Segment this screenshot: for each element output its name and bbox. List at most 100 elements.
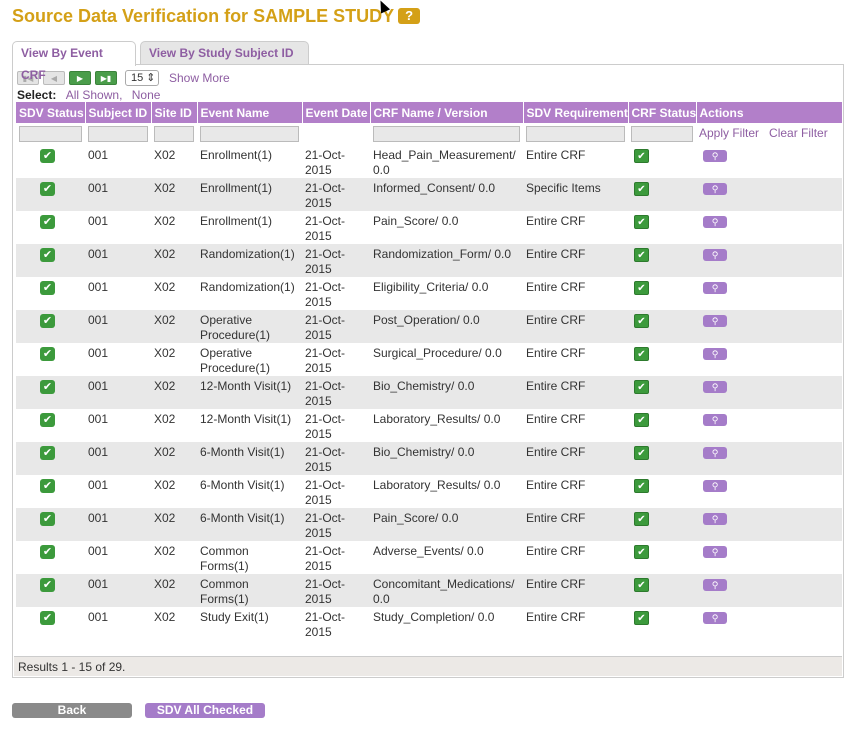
sdv-all-checked-button[interactable]: SDV All Checked — [145, 703, 265, 718]
sdv-verified-checkbox-icon[interactable]: ✔ — [40, 281, 55, 295]
prev-page-icon[interactable]: ◀ — [43, 71, 65, 85]
select-all-shown-link[interactable]: All Shown, — [65, 88, 123, 102]
back-button[interactable]: Back — [12, 703, 132, 718]
sdv-verified-checkbox-icon[interactable]: ✔ — [40, 182, 55, 196]
help-icon[interactable]: ? — [398, 8, 421, 24]
sdv-verified-checkbox-icon[interactable]: ✔ — [40, 479, 55, 493]
table-row: ✔ 001 X02 Common Forms(1) 21-Oct-2015 Adverse… — [16, 541, 842, 574]
filter-cell[interactable] — [151, 123, 197, 145]
filter-sdv-requirement[interactable] — [526, 126, 625, 142]
sdv-verified-checkbox-icon[interactable]: ✔ — [40, 149, 55, 163]
crf-name-cell: Pain_Score/ 0.0 — [370, 508, 523, 541]
col-header[interactable]: CRF Name / Version — [370, 102, 524, 123]
crf-complete-icon: ✔ — [634, 248, 649, 262]
view-magnifier-icon[interactable]: ⚲ — [703, 612, 727, 624]
apply-filter-link[interactable]: Apply Filter — [699, 126, 760, 140]
filter-crf-name[interactable] — [373, 126, 520, 142]
clear-filter-link[interactable]: Clear Filter — [769, 126, 828, 140]
view-magnifier-icon[interactable]: ⚲ — [703, 315, 727, 327]
table-header-row: SDV Status Subject ID Site ID Event Name… — [16, 102, 843, 123]
filter-cell[interactable] — [197, 123, 302, 145]
sdv-requirement-cell: Entire CRF — [523, 277, 628, 310]
filter-row: Apply Filter Clear Filter — [16, 123, 842, 145]
sdv-verified-checkbox-icon[interactable]: ✔ — [40, 545, 55, 559]
sdv-status-cell: ✔ — [16, 409, 85, 442]
crf-name-cell: Laboratory_Results/ 0.0 — [370, 475, 523, 508]
subject-id-cell: 001 — [85, 244, 151, 277]
crf-name-cell: Pain_Score/ 0.0 — [370, 211, 523, 244]
col-header[interactable]: CRF Status — [628, 102, 697, 123]
filter-subject-id[interactable] — [88, 126, 148, 142]
col-header[interactable]: Event Name — [197, 102, 303, 123]
view-magnifier-icon[interactable]: ⚲ — [703, 249, 727, 261]
sdv-verified-checkbox-icon[interactable]: ✔ — [40, 512, 55, 526]
view-magnifier-icon[interactable]: ⚲ — [703, 579, 727, 591]
first-page-icon[interactable]: ▮◀ — [17, 71, 39, 85]
col-header[interactable]: Event Date — [302, 102, 371, 123]
view-magnifier-icon[interactable]: ⚲ — [703, 480, 727, 492]
event-date-cell: 21-Oct-2015 — [302, 343, 370, 376]
sdv-verified-checkbox-icon[interactable]: ✔ — [40, 413, 55, 427]
crf-status-cell: ✔ — [628, 376, 696, 409]
filter-cell[interactable] — [16, 123, 85, 145]
sdv-verified-checkbox-icon[interactable]: ✔ — [40, 314, 55, 328]
next-page-icon[interactable]: ▶ — [69, 71, 91, 85]
crf-complete-icon: ✔ — [634, 611, 649, 625]
view-magnifier-icon[interactable]: ⚲ — [703, 183, 727, 195]
sdv-verified-checkbox-icon[interactable]: ✔ — [40, 380, 55, 394]
crf-status-cell: ✔ — [628, 145, 696, 178]
crf-complete-icon: ✔ — [634, 512, 649, 526]
last-page-icon[interactable]: ▶▮ — [95, 71, 117, 85]
col-header[interactable]: SDV Requirement — [523, 102, 629, 123]
sdv-verified-checkbox-icon[interactable]: ✔ — [40, 215, 55, 229]
view-magnifier-icon[interactable]: ⚲ — [703, 348, 727, 360]
sdv-verified-checkbox-icon[interactable]: ✔ — [40, 578, 55, 592]
filter-cell[interactable] — [523, 123, 628, 145]
sdv-verified-checkbox-icon[interactable]: ✔ — [40, 446, 55, 460]
col-header[interactable]: SDV Status — [16, 102, 86, 123]
actions-cell: ⚲ — [696, 508, 842, 541]
crf-complete-icon: ✔ — [634, 215, 649, 229]
view-magnifier-icon[interactable]: ⚲ — [703, 447, 727, 459]
filter-cell[interactable] — [628, 123, 696, 145]
sdv-requirement-cell: Specific Items — [523, 178, 628, 211]
table-row: ✔ 001 X02 Randomization(1) 21-Oct-2015 Random… — [16, 244, 842, 277]
view-magnifier-icon[interactable]: ⚲ — [703, 150, 727, 162]
filter-event-name[interactable] — [200, 126, 299, 142]
show-more-link[interactable]: Show More — [169, 71, 230, 85]
filter-site-id[interactable] — [154, 126, 194, 142]
actions-cell: ⚲ — [696, 343, 842, 376]
sdv-requirement-cell: Entire CRF — [523, 475, 628, 508]
sdv-verified-checkbox-icon[interactable]: ✔ — [40, 611, 55, 625]
tab-view-by-study-subject-id[interactable]: View By Study Subject ID — [140, 41, 309, 64]
sdv-status-cell: ✔ — [16, 376, 85, 409]
filter-crf-status[interactable] — [631, 126, 693, 142]
sdv-verified-checkbox-icon[interactable]: ✔ — [40, 347, 55, 361]
view-magnifier-icon[interactable]: ⚲ — [703, 381, 727, 393]
event-date-cell: 21-Oct-2015 — [302, 310, 370, 343]
event-name-cell: 12-Month Visit(1) — [197, 409, 302, 442]
view-magnifier-icon[interactable]: ⚲ — [703, 513, 727, 525]
filter-cell[interactable] — [85, 123, 151, 145]
sdv-panel: ▮◀ ◀ ▶ ▶▮ 15 ⇕ Show More Select: All Sho… — [12, 64, 844, 678]
crf-status-cell: ✔ — [628, 409, 696, 442]
sdv-verified-checkbox-icon[interactable]: ✔ — [40, 248, 55, 262]
tab-view-by-event-crf[interactable]: View By Event CRF — [12, 41, 136, 82]
col-header[interactable]: Subject ID — [85, 102, 152, 123]
subject-id-cell: 001 — [85, 277, 151, 310]
col-header[interactable]: Site ID — [151, 102, 198, 123]
select-none-link[interactable]: None — [131, 88, 161, 102]
view-magnifier-icon[interactable]: ⚲ — [703, 414, 727, 426]
filter-cell[interactable] — [370, 123, 523, 145]
view-magnifier-icon[interactable]: ⚲ — [703, 546, 727, 558]
sdv-requirement-cell: Entire CRF — [523, 508, 628, 541]
crf-complete-icon: ✔ — [634, 446, 649, 460]
view-magnifier-icon[interactable]: ⚲ — [703, 216, 727, 228]
event-name-cell: 12-Month Visit(1) — [197, 376, 302, 409]
filter-sdv-status[interactable] — [19, 126, 82, 142]
site-id-cell: X02 — [151, 541, 197, 574]
page-size-select[interactable]: 15 ⇕ — [125, 70, 159, 86]
actions-cell: ⚲ — [696, 277, 842, 310]
view-magnifier-icon[interactable]: ⚲ — [703, 282, 727, 294]
actions-cell: ⚲ — [696, 145, 842, 178]
